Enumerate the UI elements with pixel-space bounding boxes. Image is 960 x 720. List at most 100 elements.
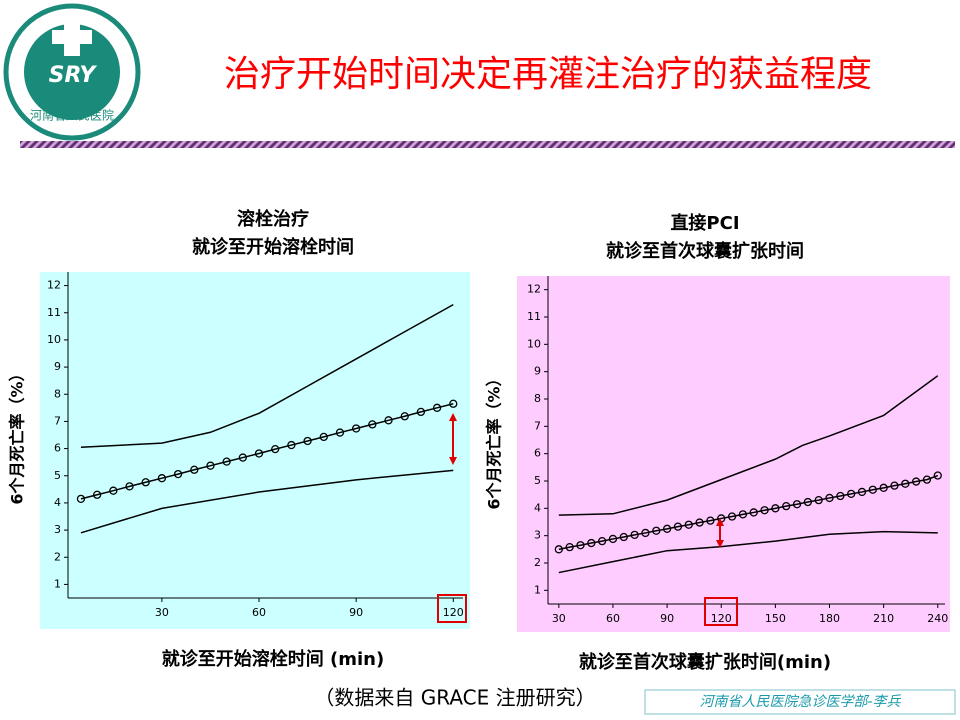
data-point	[782, 501, 791, 511]
data-point	[92, 490, 102, 499]
y-axis-label: 6个月死亡率（%）	[485, 370, 504, 509]
series-line	[558, 474, 939, 551]
plot-panel	[517, 276, 950, 632]
data-point	[352, 424, 361, 433]
chart-title: 溶栓治疗	[237, 208, 309, 230]
data-point	[857, 487, 867, 497]
data-point	[157, 474, 167, 483]
y-axis-label: 6个月死亡率（%）	[8, 365, 27, 504]
x-tick-label: 90	[349, 606, 363, 619]
footnote: （数据来自 GRACE 注册研究）	[314, 686, 595, 710]
data-point	[368, 420, 377, 429]
data-point	[706, 516, 715, 525]
data-point	[727, 512, 737, 521]
data-point	[565, 542, 574, 552]
data-point	[652, 526, 661, 535]
y-tick-label: 1	[534, 583, 541, 596]
y-tick-label: 9	[54, 360, 61, 373]
y-tick-label: 12	[47, 279, 61, 292]
y-tick-label: 10	[527, 337, 541, 350]
data-point	[173, 469, 183, 479]
data-point	[890, 481, 899, 490]
data-point	[847, 489, 856, 498]
data-point	[271, 444, 280, 454]
data-point	[303, 436, 312, 446]
y-tick-label: 6	[534, 447, 541, 460]
data-point	[254, 449, 264, 458]
data-point	[749, 508, 758, 517]
data-point	[384, 416, 393, 425]
data-point	[630, 530, 639, 539]
data-point	[760, 506, 769, 515]
data-point	[825, 493, 834, 503]
x-tick-label: 120	[443, 606, 464, 619]
chart-title: 直接PCI	[670, 212, 739, 234]
data-point	[335, 428, 345, 437]
y-tick-label: 5	[534, 474, 541, 487]
y-tick-label: 2	[54, 550, 61, 563]
data-point	[432, 403, 442, 412]
x-tick-label: 180	[819, 612, 840, 625]
series-line	[80, 469, 454, 534]
data-point	[901, 479, 910, 488]
divider	[20, 141, 955, 148]
x-tick-label: 150	[765, 612, 786, 625]
data-point	[879, 483, 888, 492]
x-tick-label: 30	[155, 606, 169, 619]
data-point	[803, 497, 813, 507]
series-line	[558, 530, 938, 574]
logo-text: 河南省人民医院	[30, 108, 114, 123]
y-tick-label: 8	[54, 387, 61, 400]
data-point	[911, 477, 921, 486]
data-point	[933, 471, 942, 480]
series-line	[558, 375, 939, 516]
author: 河南省人民医院急诊医学部-李兵	[699, 694, 901, 710]
data-point	[673, 522, 683, 531]
y-tick-label: 2	[534, 556, 541, 569]
series-line	[80, 403, 454, 500]
x-axis-label: 就诊至开始溶栓时间 (min)	[162, 648, 384, 670]
highlight-box	[704, 597, 738, 626]
data-point	[109, 486, 118, 495]
y-tick-label: 1	[54, 577, 61, 590]
logo-mark: SRY	[49, 63, 98, 88]
y-tick-label: 5	[54, 469, 61, 482]
y-tick-label: 3	[54, 523, 61, 536]
data-point	[587, 538, 596, 548]
data-point	[738, 510, 748, 519]
series-line	[80, 303, 454, 448]
logo-cross	[52, 18, 92, 56]
data-point	[619, 532, 628, 542]
data-point	[597, 536, 607, 546]
arrow-head	[716, 518, 724, 548]
logo-core	[24, 24, 120, 120]
data-point	[641, 528, 650, 538]
data-point	[206, 461, 215, 470]
x-tick-label: 60	[606, 612, 620, 625]
data-point	[416, 407, 426, 417]
data-point	[141, 478, 150, 487]
x-tick-label: 30	[552, 612, 566, 625]
x-axis-label: 就诊至首次球囊扩张时间(min)	[579, 651, 831, 673]
y-tick-label: 8	[534, 392, 541, 405]
data-point	[76, 494, 86, 503]
data-point	[792, 500, 802, 509]
data-point	[608, 534, 618, 544]
plot-panel	[40, 272, 470, 629]
data-point	[319, 432, 328, 442]
highlight-box	[437, 594, 467, 623]
data-point	[836, 491, 845, 501]
y-tick-label: 11	[527, 310, 541, 323]
data-point	[814, 495, 823, 505]
y-tick-label: 4	[534, 501, 541, 514]
data-point	[400, 412, 409, 421]
data-point	[554, 545, 563, 554]
y-tick-label: 9	[534, 365, 541, 378]
data-point	[695, 518, 704, 527]
data-point	[922, 475, 932, 484]
data-point	[238, 453, 247, 462]
y-tick-label: 10	[47, 333, 61, 346]
data-point	[190, 465, 199, 474]
y-tick-label: 12	[527, 283, 541, 296]
